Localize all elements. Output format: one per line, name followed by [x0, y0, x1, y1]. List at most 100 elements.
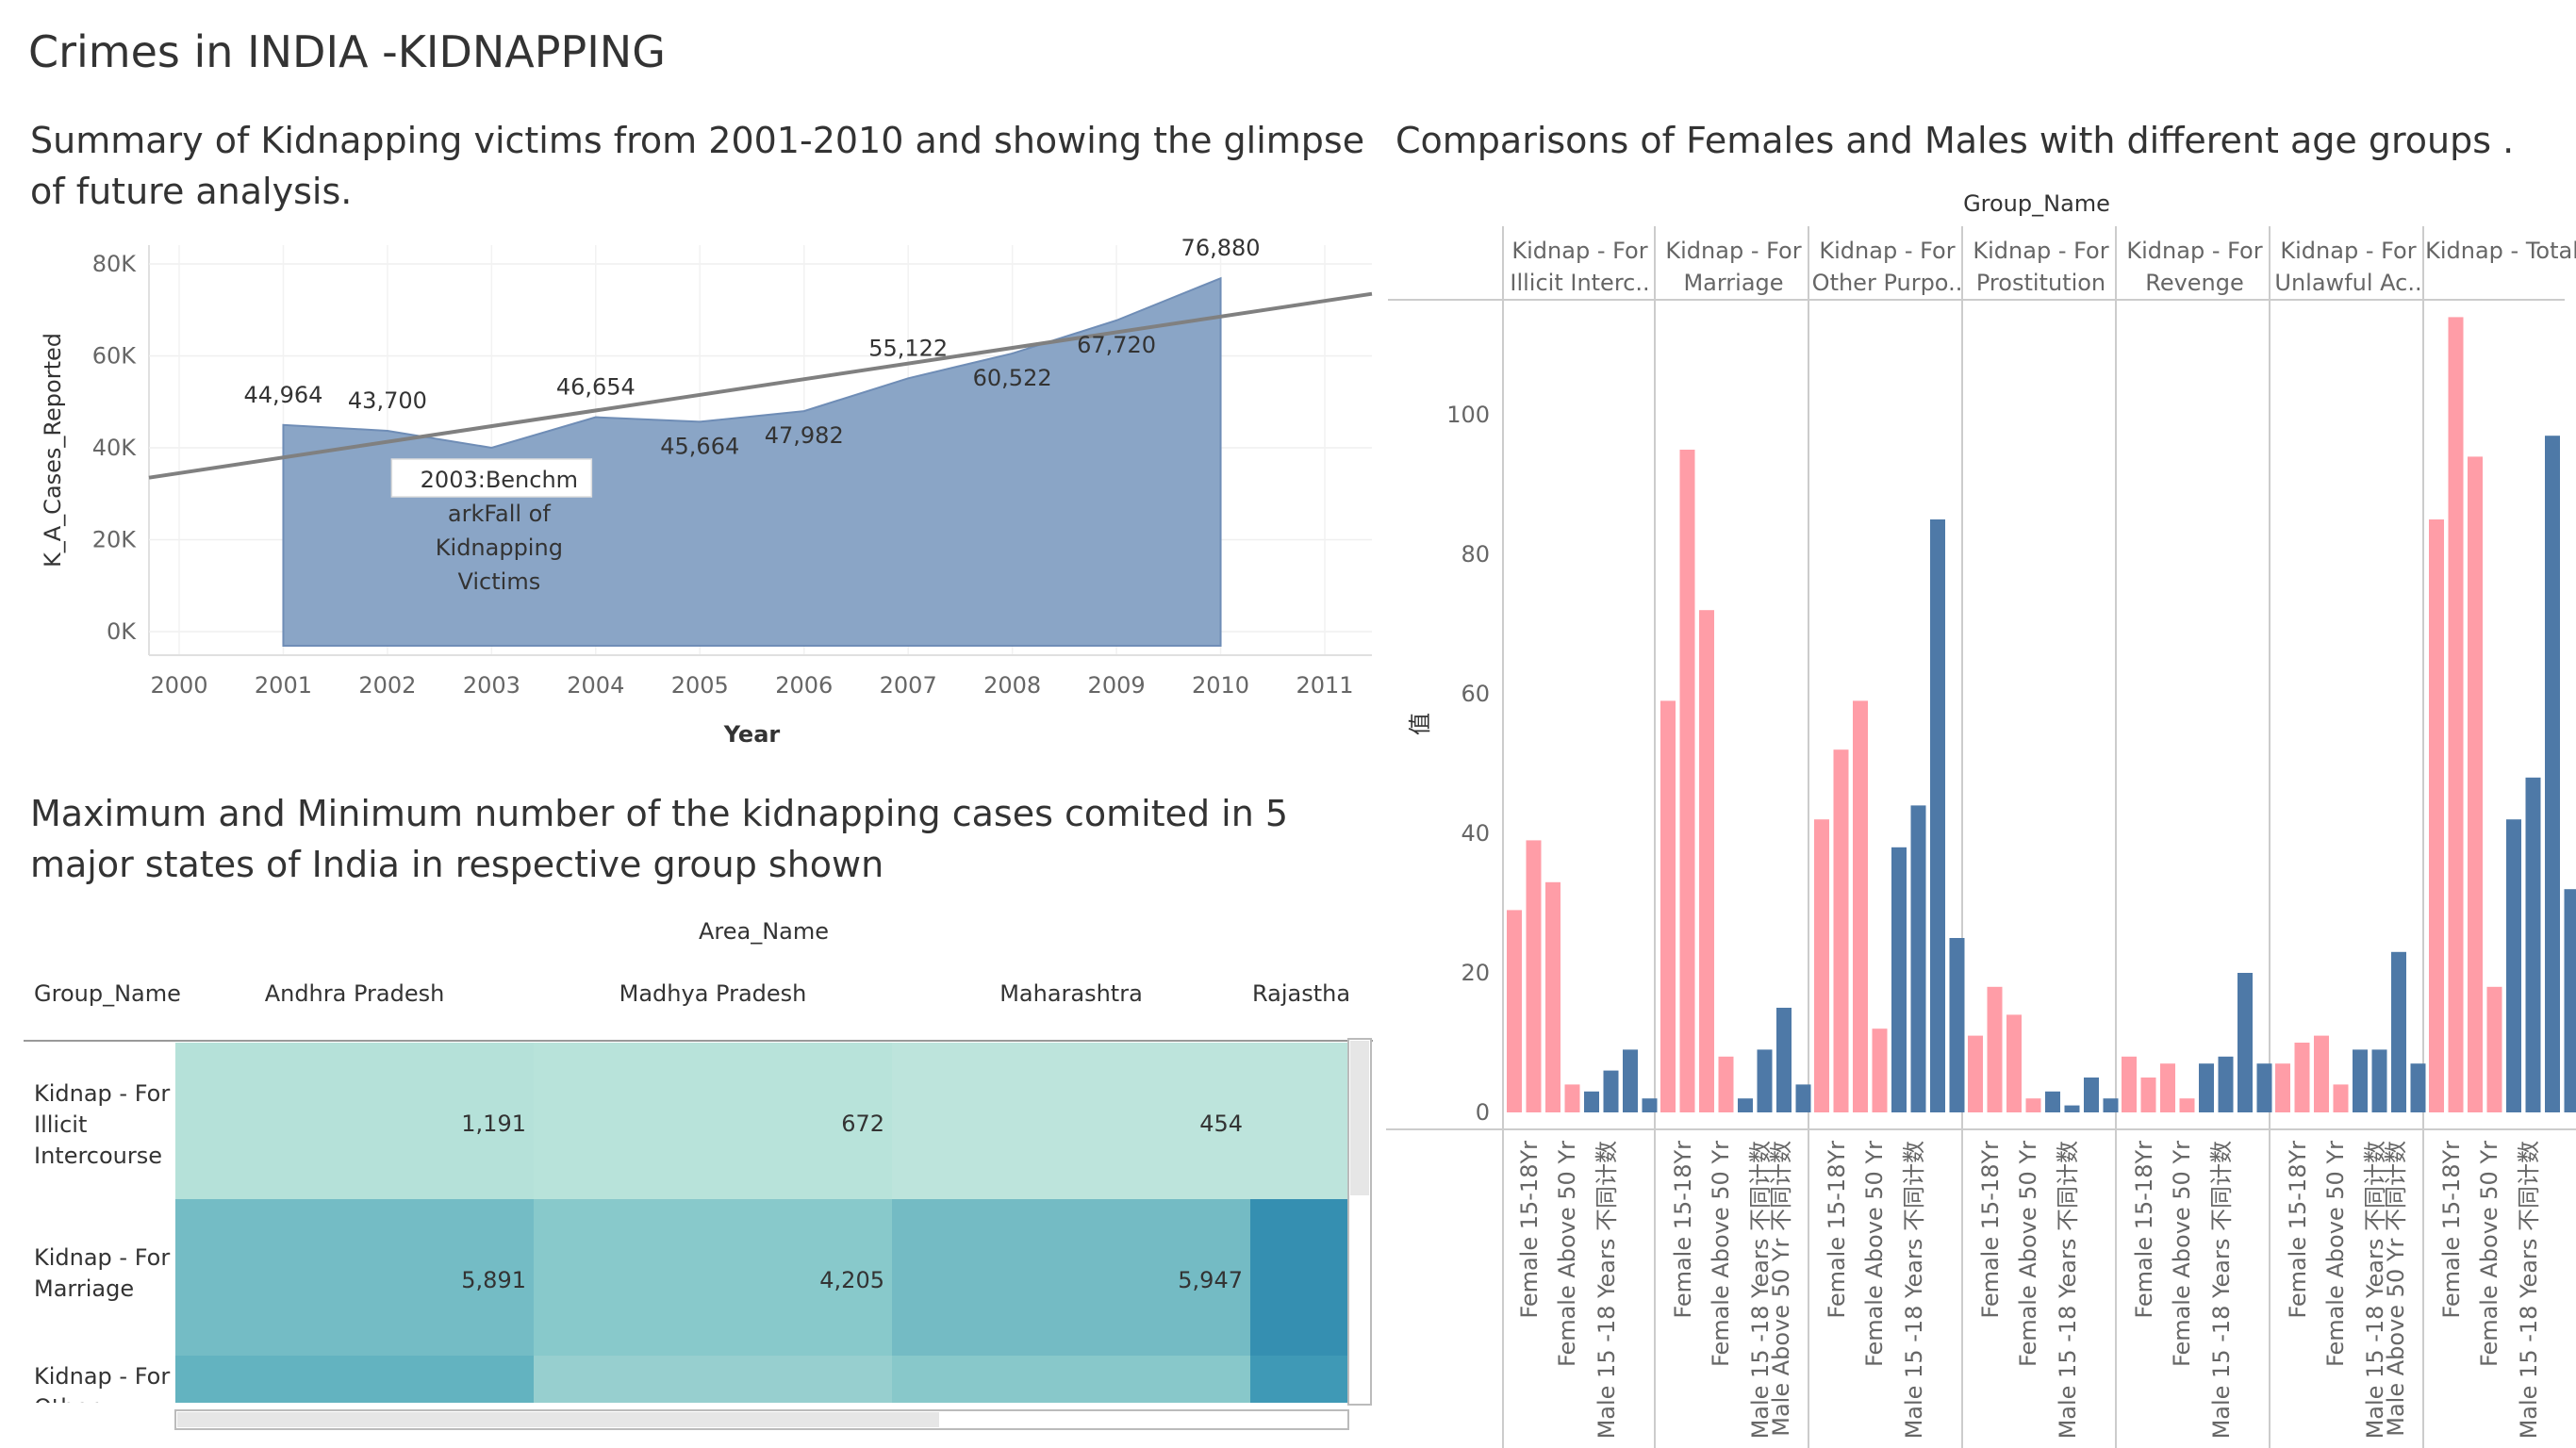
- area-x-tick-label: 2011: [1296, 672, 1353, 699]
- bar-category-label: Male 15 -18 Years 不同计数: [2208, 1141, 2235, 1439]
- bar-male: [1910, 805, 1926, 1112]
- bar-category-label: Female 15-18Yr: [1670, 1141, 1696, 1319]
- bar-category-label: Male Above 50 Yr 不同计数: [2383, 1141, 2409, 1437]
- bar-female: [1699, 610, 1714, 1112]
- bar-male: [2391, 951, 2406, 1112]
- bar-female: [1564, 1084, 1580, 1112]
- bar-male: [1949, 938, 1965, 1112]
- bar-male: [1891, 847, 1907, 1112]
- bar-male: [1930, 519, 1945, 1112]
- area-x-tick-label: 2004: [567, 672, 624, 699]
- bar-group-label: Other Purpo..: [1812, 270, 1963, 296]
- bar-female: [1853, 700, 1868, 1112]
- kidnapping-state-table: Area_Name Group_Name Andhra Pradesh Madhya …: [0, 918, 1386, 1448]
- table-row-header: Group_Name: [34, 980, 181, 1007]
- bar-male: [2371, 1049, 2387, 1112]
- area-data-label: 55,122: [868, 335, 948, 361]
- bar-male: [1757, 1049, 1773, 1112]
- table-cell-value: 5,947: [1178, 1267, 1243, 1293]
- table-cell: [534, 1356, 892, 1405]
- bar-male: [2525, 777, 2541, 1112]
- bar-male: [2564, 889, 2576, 1112]
- table-cell: [534, 1199, 892, 1356]
- bar-female: [2294, 1043, 2310, 1112]
- table-cell: [892, 1356, 1250, 1405]
- bar-category-label: Male 15 -18 Years 不同计数: [2516, 1141, 2542, 1439]
- table-cell: [175, 1043, 534, 1199]
- bar-category-label: Male 15 -18 Years 不同计数: [1747, 1141, 1774, 1439]
- bar-category-label: Female 15-18Yr: [1977, 1141, 2004, 1319]
- area-x-tick-label: 2002: [358, 672, 416, 699]
- bar-group-label: Kidnap - For: [1973, 238, 2108, 264]
- table-vertical-scroll-thumb[interactable]: [1350, 1041, 1369, 1195]
- area-annotation-text: Kidnapping: [436, 535, 563, 561]
- bar-y-axis-title: 值: [1407, 713, 1433, 735]
- bar-female: [2486, 986, 2502, 1112]
- bar-male: [1738, 1098, 1753, 1112]
- table-cell: [534, 1043, 892, 1199]
- table-title: Maximum and Minimum number of the kidnap…: [30, 788, 1288, 890]
- bar-group-label: Kidnap - For: [2126, 238, 2262, 264]
- bar-group-label: Prostitution: [1976, 270, 2105, 296]
- area-data-label: 76,880: [1181, 235, 1261, 261]
- area-y-tick-label: 0K: [107, 618, 137, 645]
- area-annotation-text: arkFall of: [448, 501, 551, 527]
- table-cell-value: 454: [1199, 1111, 1243, 1137]
- area-data-label: 43,700: [348, 387, 427, 414]
- area-x-tick-label: 2010: [1192, 672, 1249, 699]
- bar-group-label: Kidnap - For: [1665, 238, 1801, 264]
- bar-category-label: Female 15-18Yr: [2438, 1141, 2465, 1319]
- table-row-label: Intercourse: [34, 1143, 162, 1169]
- bar-male: [2237, 973, 2253, 1112]
- area-trend-line: [148, 291, 1373, 480]
- table-row-label: Illicit: [34, 1111, 87, 1138]
- bar-category-label: Female Above 50 Yr: [2015, 1141, 2041, 1367]
- area-x-tick-label: 2000: [150, 672, 207, 699]
- bar-group-label: Revenge: [2145, 270, 2244, 296]
- table-horizontal-scroll-thumb[interactable]: [177, 1412, 939, 1427]
- bar-male: [1642, 1098, 1658, 1112]
- bar-female: [1872, 1028, 1888, 1112]
- area-data-label: 44,964: [243, 382, 322, 408]
- bar-male: [2045, 1091, 2060, 1112]
- table-column-label: Madhya Pradesh: [619, 980, 807, 1007]
- bar-y-tick-label: 20: [1461, 960, 1490, 986]
- bar-female: [2429, 519, 2444, 1112]
- area-y-tick-label: 20K: [92, 527, 138, 553]
- bar-female: [1507, 910, 1522, 1112]
- bar-male: [1603, 1070, 1619, 1112]
- table-title-line1: Maximum and Minimum number of the kidnap…: [30, 793, 1289, 834]
- table-cell: [1250, 1043, 1349, 1199]
- bar-category-label: Female Above 50 Yr: [1708, 1141, 1734, 1367]
- table-cell-value: 5,891: [461, 1267, 526, 1293]
- bar-y-tick-label: 0: [1476, 1099, 1490, 1126]
- bar-female: [1660, 700, 1676, 1112]
- area-chart-title-line1: Summary of Kidnapping victims from 2001-…: [30, 120, 1365, 161]
- bar-group-label: Kidnap - For: [2280, 238, 2416, 264]
- area-data-label: 45,664: [660, 433, 739, 459]
- bar-female: [1718, 1056, 1734, 1112]
- area-x-tick-label: 2005: [671, 672, 729, 699]
- bar-male: [2084, 1078, 2099, 1112]
- table-column-label: Rajastha: [1252, 980, 1350, 1007]
- table-cell-value: 4,205: [819, 1267, 884, 1293]
- area-y-tick-label: 60K: [92, 343, 138, 370]
- bar-male: [1584, 1091, 1599, 1112]
- bar-header-title: Group_Name: [1963, 190, 2110, 217]
- bar-category-label: Female Above 50 Yr: [2322, 1141, 2349, 1367]
- bar-female: [2179, 1098, 2195, 1112]
- bar-female: [1679, 450, 1695, 1112]
- bar-group-label: Kidnap - For: [1511, 238, 1647, 264]
- bar-group-label: Unlawful Ac..: [2274, 270, 2421, 296]
- bar-category-label: Male 15 -18 Years 不同计数: [1901, 1141, 1927, 1439]
- area-x-tick-label: 2001: [255, 672, 312, 699]
- bar-group-label: Kidnap - For: [1819, 238, 1955, 264]
- table-cell-value: 1,191: [461, 1111, 526, 1137]
- bar-category-label: Female Above 50 Yr: [2169, 1141, 2195, 1367]
- table-title-line2: major states of India in respective grou…: [30, 844, 884, 885]
- bar-y-tick-label: 60: [1461, 681, 1490, 707]
- bar-female: [2275, 1063, 2290, 1112]
- bar-male: [1795, 1084, 1811, 1112]
- area-chart-title-line2: of future analysis.: [30, 171, 353, 212]
- area-chart: 0K 20K 40K 60K 80K 2000 2001 2002 2003 2004 2005 20…: [40, 235, 1373, 748]
